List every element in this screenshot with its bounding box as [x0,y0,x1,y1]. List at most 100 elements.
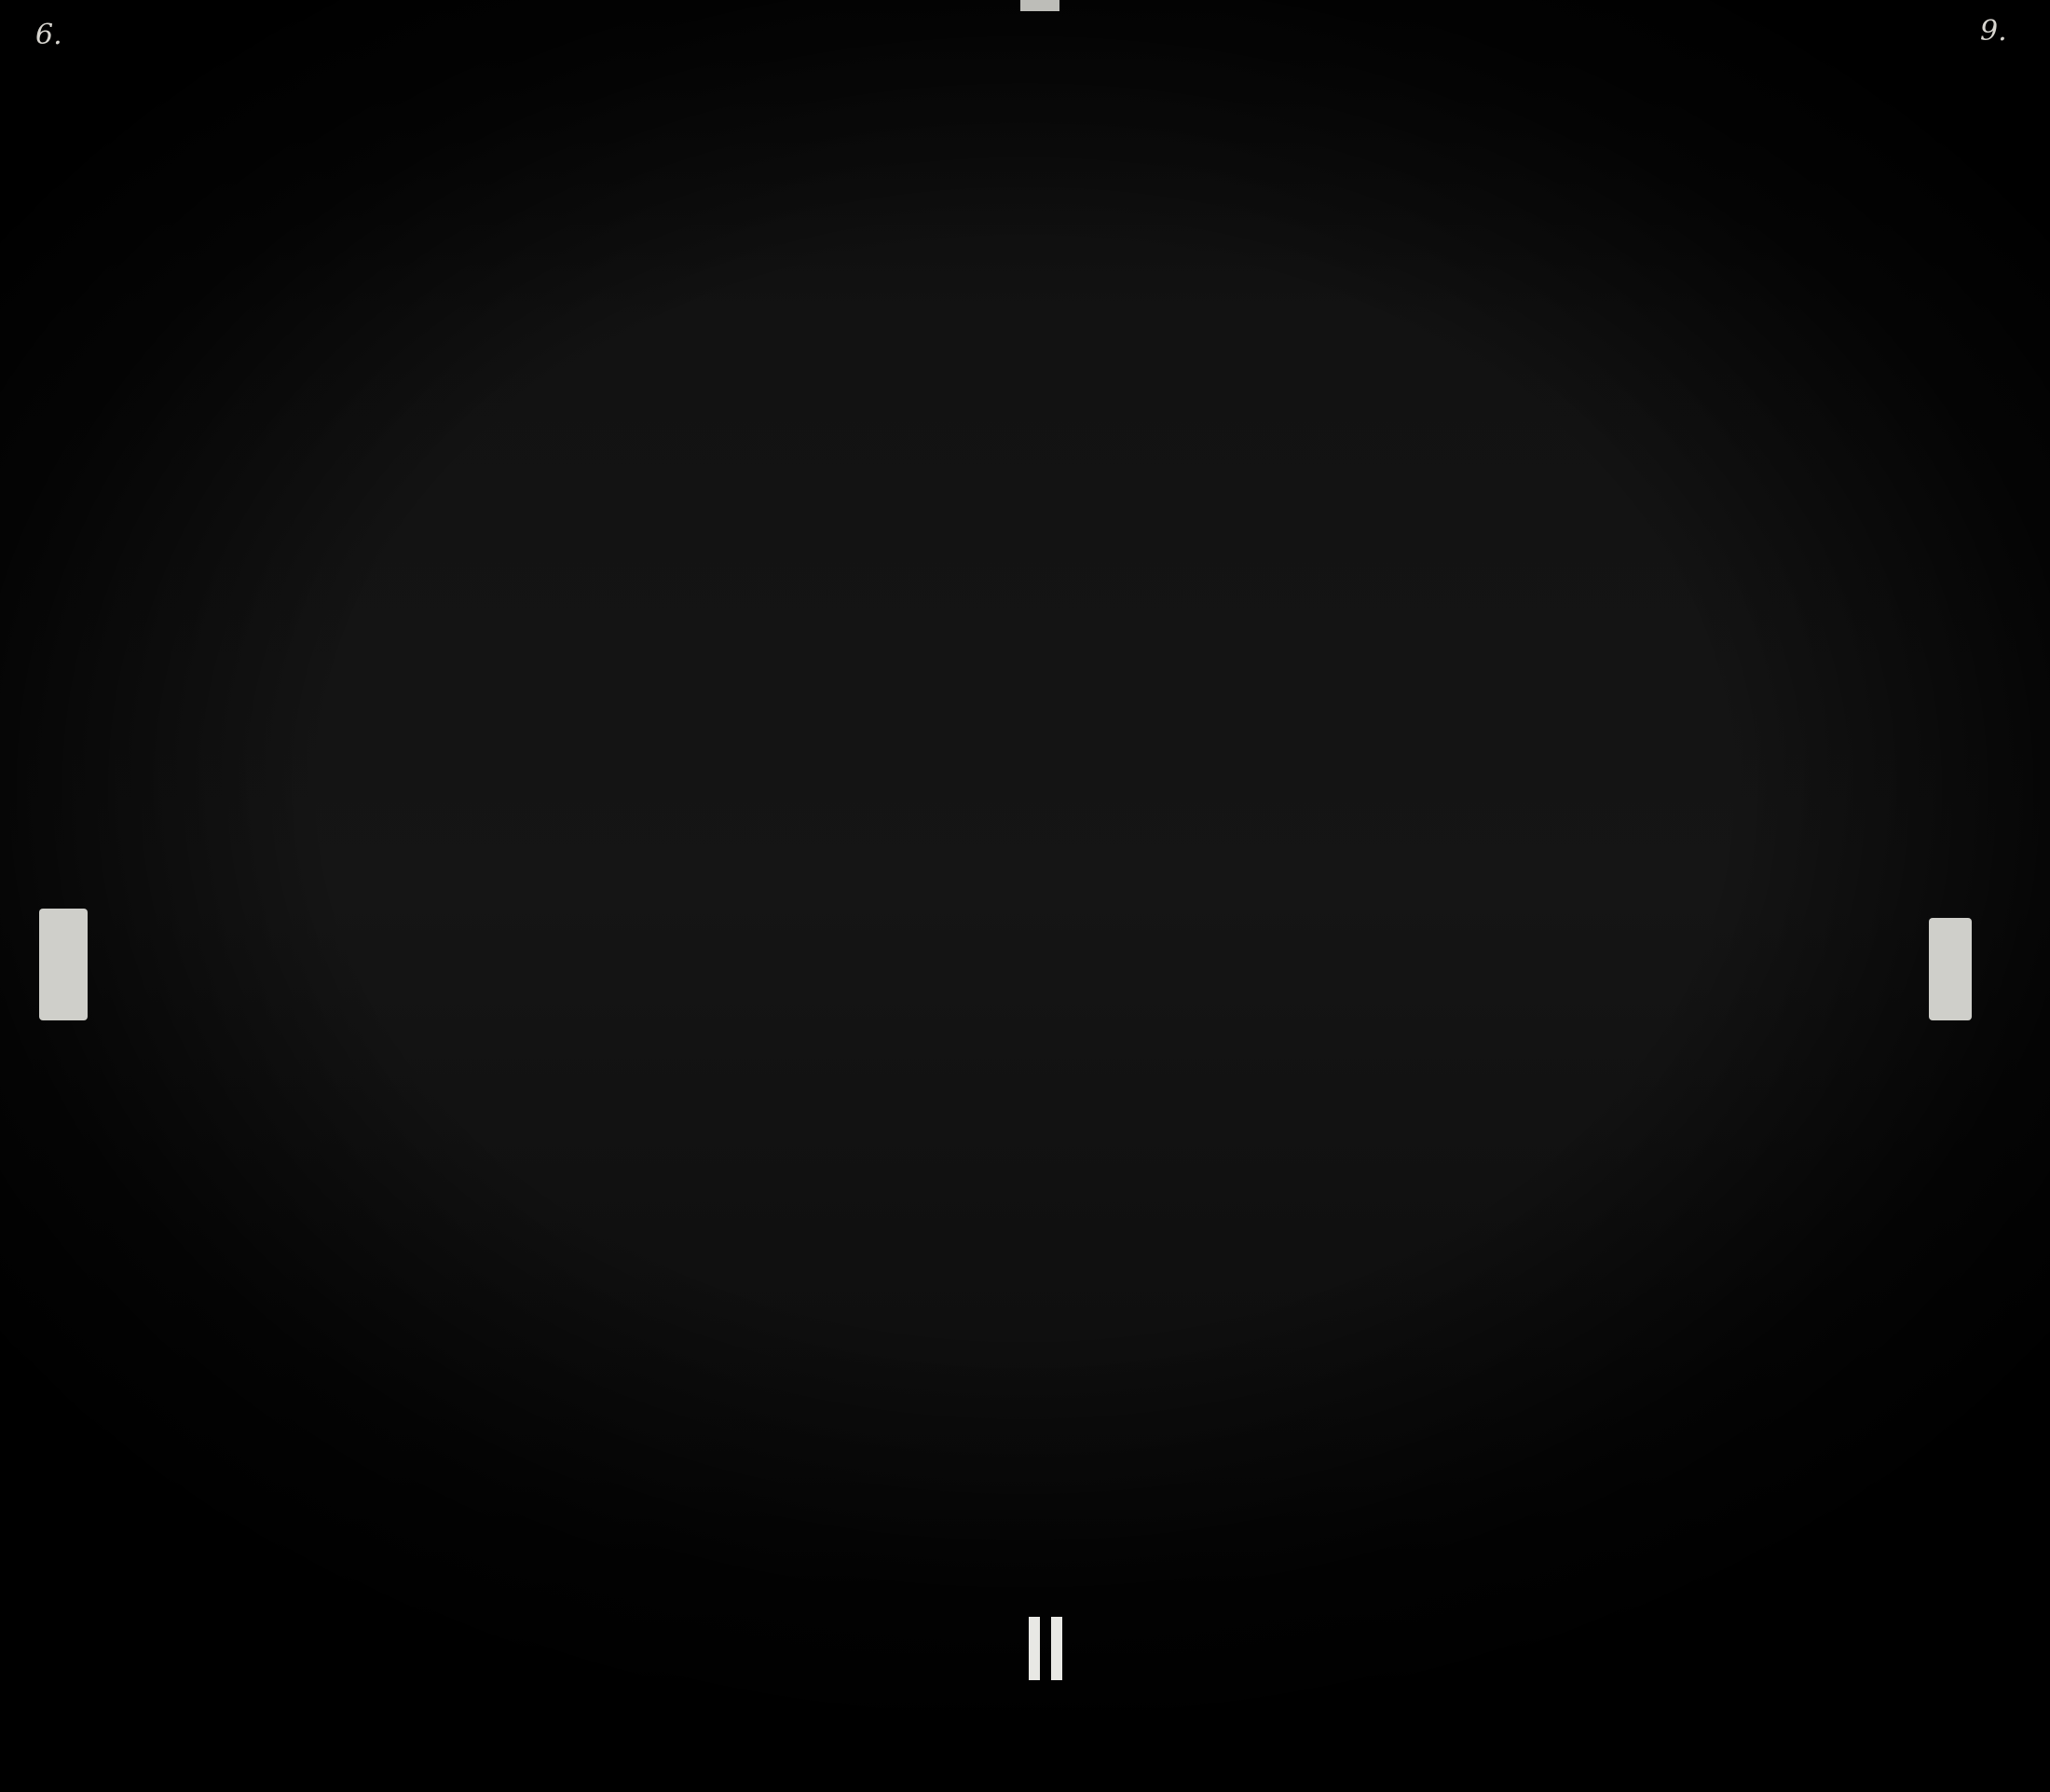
cell-birth-place: Perva [369,912,421,946]
table-row: Hu. Carin Hensdr 1794 Rickle Do 16 x x x x x x 6.7. [144,310,713,344]
cell-reading-6 [651,405,676,439]
cell-reading-0: x [510,881,533,914]
cell-communion-1827 [1146,609,1209,642]
cell-communion-1830 [1328,419,1390,452]
cell-reading-1 [531,817,555,851]
cell-reading-5 [629,786,653,819]
cell-communion-1826 [1086,1085,1148,1117]
cell-departed [1789,293,1861,325]
table-row: 2. Dito [1086,229,1861,262]
cell-reading-4 [597,1007,631,1041]
cell-birth-place: Sagu [369,1007,421,1041]
cell-reading-4 [597,437,631,471]
cell-communion-1826 [1086,895,1148,927]
cell-communion-1831 [1388,451,1451,484]
communion-and-notes-table-right: Nattvardsgång Anmärkningar Afgått 1826. 1… [1085,117,1861,1339]
cell-attendance: 6.7.8. [674,279,713,312]
cell-communion-1827 [1146,736,1209,769]
cell-name: Dotr. Anna Lisa [144,342,314,376]
header-communion-year-1829: 1829. [1267,164,1330,198]
cell-reading-1 [531,722,555,756]
cell-reading-3 [576,279,599,312]
header-birth-place: Ort [369,143,421,249]
cell-communion-1831 [1388,1021,1451,1054]
cell-communion-1830 [1328,863,1390,896]
cell-notes [1510,1148,1791,1181]
cell-reading-5: x [629,754,653,787]
cell-reading-1 [531,374,555,407]
cell-communion-1832 [1449,1053,1511,1086]
header-reading-group: Läsning [510,117,676,144]
table-row [1086,1211,1861,1244]
cell-reading-1: x [531,1324,555,1358]
cell-name: Dotr. Wilhelmina [144,944,314,978]
cell-communion-1828 [1207,229,1269,262]
cell-birth-place: Rickle [369,976,421,1009]
cell-communion-1828 [1207,895,1269,927]
table-row: Sockne Skomakaren [144,500,713,534]
cell-reading-5 [629,627,653,661]
cell-reading-2 [554,722,578,756]
cell-communion-1831 [1388,1211,1451,1244]
cell-birth-year [312,1261,371,1294]
cell-smallpox [487,627,512,661]
cell-departed [1789,1116,1861,1149]
cell-birth-year [312,437,371,471]
cell-reading-3: x [576,1324,599,1358]
cell-birth-year [312,1166,371,1199]
cell-communion-1831 [1388,1116,1451,1149]
cell-departed [1789,1275,1861,1307]
cell-communion-1827 [1146,926,1209,959]
cell-communion-1830 [1328,704,1390,737]
cell-communion-1827 [1146,1306,1209,1339]
cell-communion-1832 [1449,356,1511,389]
cell-communion-1827 [1146,1085,1209,1117]
cell-birth-place [369,1197,421,1231]
cell-birth-place [369,659,421,692]
cell-communion-1830 [1328,609,1390,642]
cell-smallpox [487,1197,512,1231]
cell-communion-1826 [1086,419,1148,452]
cell-reading-0 [510,722,533,756]
cell-reading-6 [651,1261,676,1294]
cell-reading-1: x [531,310,555,344]
cell-departed [1789,546,1861,579]
cell-reading-3 [576,374,599,407]
cell-communion-1826 [1086,990,1148,1022]
cell-reading-5 [629,1102,653,1136]
cell-reading-6: x [651,342,676,376]
cell-reading-1 [531,1261,555,1294]
cell-reading-6 [651,469,676,502]
cell-reading-2 [554,659,578,692]
cell-communion-1828 [1207,419,1269,452]
cell-name [144,1134,314,1168]
cell-notes [1510,1085,1791,1117]
cell-reading-4: x [597,1293,631,1326]
cell-reading-5 [629,1134,653,1168]
cell-communion-1828 [1207,1085,1269,1117]
cell-attendance: 6.7. 8.9. 31.2. [674,1324,762,1358]
cell-communion-1828 [1207,1053,1269,1086]
cell-name [144,437,314,471]
cell-name: Johan Söderström [144,279,319,312]
cell-name [144,595,314,629]
cell-reading-4 [597,1197,631,1231]
cell-reading-2 [554,849,578,882]
cell-reading-6 [651,532,676,566]
cell-reading-0 [510,564,533,597]
cell-communion-1829 [1267,293,1330,325]
book-clamp-right [1051,1617,1062,1680]
cell-reading-3 [576,247,599,280]
table-row [1086,1021,1861,1054]
cell-reading-6 [651,817,676,851]
cell-attendance [674,659,713,692]
cell-reading-2: x [554,912,578,946]
cell-reading-4: x [597,310,631,344]
cell-communion-1828 [1207,1211,1269,1244]
cell-notes [1510,324,1791,357]
table-row [1086,990,1861,1022]
table-row [1086,514,1861,547]
cell-reading-3 [576,500,599,534]
cell-communion-1829 [1267,768,1330,800]
cell-communion-1829 [1267,800,1330,832]
